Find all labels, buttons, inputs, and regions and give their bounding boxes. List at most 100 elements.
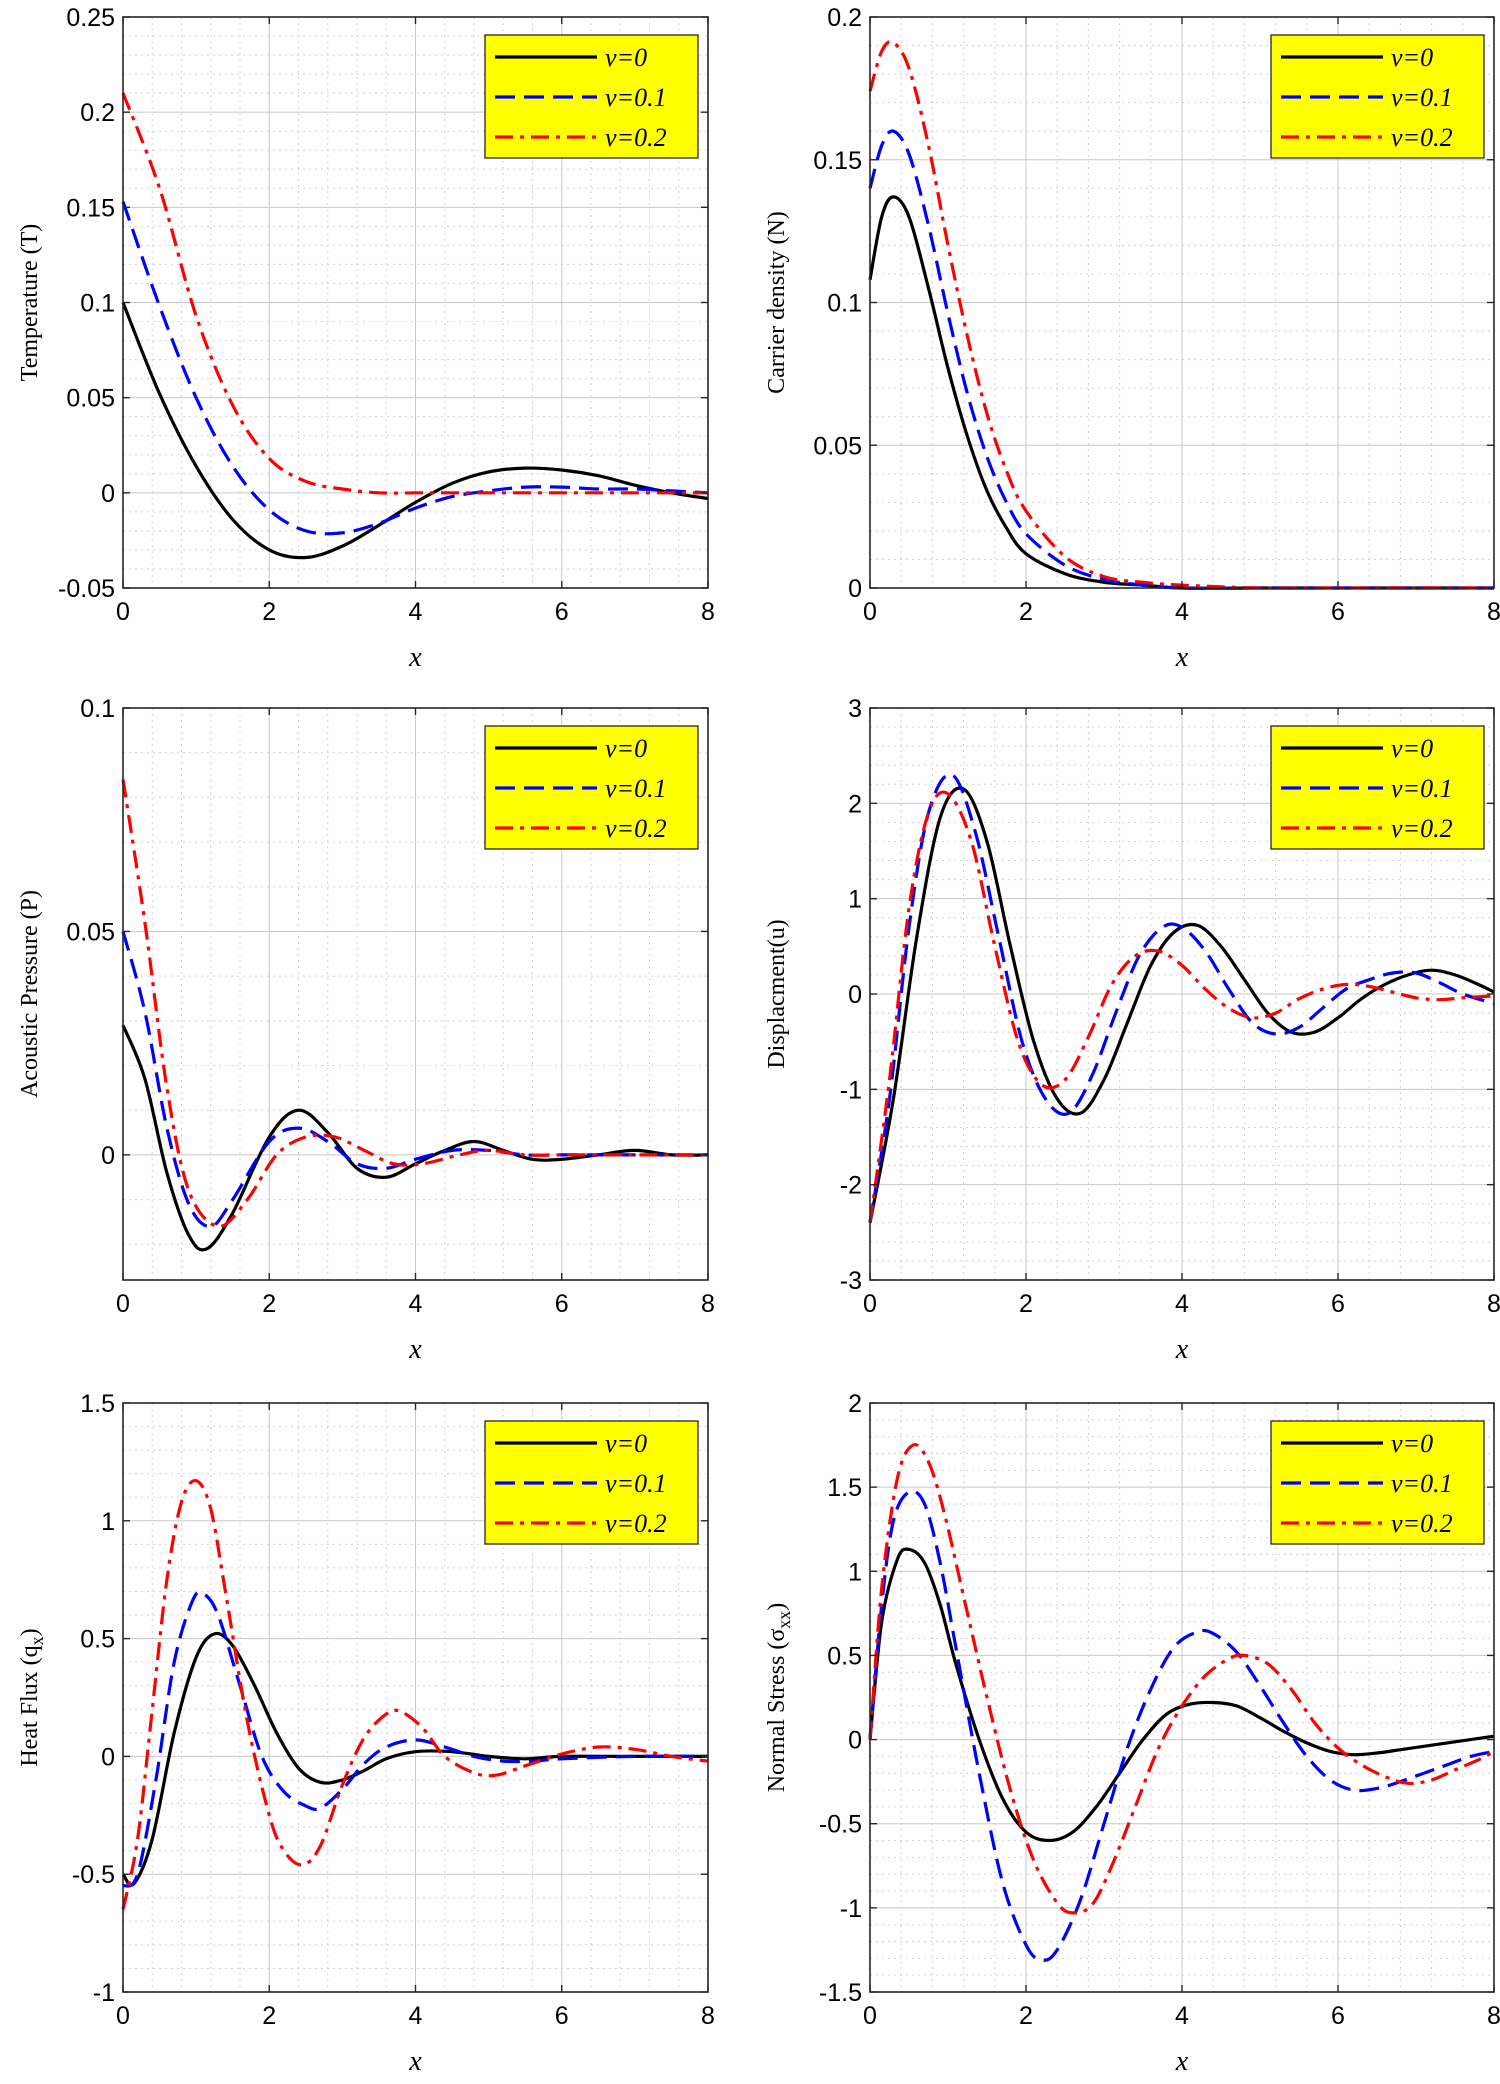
panel-normal-stress: 0 2 4 6 8 -1.5 -1 -0.5 0 0.5 1 1.5 2 x Normal Stress (… [764, 1390, 1500, 2077]
x-tick-label: 6 [1331, 598, 1345, 626]
chart-normal-stress-y-axis-label: Normal Stress (σxx) [764, 1603, 794, 1793]
x-tick-label: 6 [555, 2002, 569, 2030]
y-tick-label: 0.05 [813, 432, 862, 460]
chart-displacement-y-axis-label: Displacment(u) [764, 919, 790, 1068]
chart-heat-flux-y-axis-label: Heat Flux (qx) [17, 1628, 47, 1766]
legend-entry-label: ν=0.2 [605, 814, 667, 843]
chart-displacement-series-nu01-line [868, 772, 1495, 1224]
legend-entry-label: ν=0.2 [1391, 123, 1453, 152]
chart-acoustic-pressure-series-nu0-line [121, 1024, 709, 1252]
legend-entry-label: ν=0.2 [605, 1509, 667, 1538]
x-tick-label: 0 [116, 1290, 130, 1318]
y-tick-label: 0.15 [66, 194, 115, 222]
chart-normal-stress-legend: ν=0 ν=0.1 ν=0.2 [1270, 1420, 1485, 1545]
panel-temperature: 0 2 4 6 8-0.0500.050.10.150.20.25xTemperatur… [17, 4, 715, 673]
y-axis-label-text: Normal Stress (σ [764, 1629, 790, 1793]
x-tick-label: 0 [116, 2002, 130, 2030]
chart-displacement-legend: ν=0 ν=0.1 ν=0.2 [1270, 725, 1485, 850]
legend-entry-label: ν=0.1 [1391, 1469, 1453, 1498]
legend-entry-label: ν=0 [1391, 43, 1433, 72]
legend-entry-label: ν=0.2 [1391, 814, 1453, 843]
x-tick-label: 2 [262, 1290, 276, 1318]
y-tick-label: -3 [840, 1267, 862, 1295]
legend-entry-label: ν=0.2 [1391, 1509, 1453, 1538]
legend-entry-label: ν=0 [1391, 1429, 1433, 1458]
y-tick-label: 0 [101, 480, 115, 508]
chart-acoustic-pressure-series-nu01-line [121, 930, 708, 1229]
y-tick-label: 0.5 [80, 1626, 115, 1654]
chart-temperature-legend: ν=0 ν=0.1 ν=0.2 [484, 34, 699, 159]
x-tick-label: 4 [1175, 1290, 1189, 1318]
x-tick-label: 4 [409, 1290, 423, 1318]
chart-acoustic-pressure-series-nu02-line [121, 779, 708, 1229]
chart-heat-flux-legend: ν=0 ν=0.1 ν=0.2 [484, 1420, 699, 1545]
y-tick-label: 1.5 [80, 1390, 115, 1418]
y-tick-label: 0 [101, 1743, 115, 1771]
y-tick-label: 1 [848, 886, 862, 914]
chart-normal-stress-series-nu01-line [868, 1489, 1495, 1962]
x-tick-label: 0 [863, 2002, 877, 2030]
y-tick-label: 0.1 [80, 695, 115, 723]
panel-displacement: 0 2 4 6 8-3-2-10123xDisplacment(u)ν=0ν=0.1ν=… [764, 695, 1500, 1365]
chart-displacement-series-nu0-line [868, 786, 1495, 1224]
x-tick-label: 0 [863, 598, 877, 626]
x-tick-label: 4 [1175, 2002, 1189, 2030]
chart-heat-flux-x-axis-label: x [408, 2046, 422, 2077]
x-tick-label: 8 [1487, 1290, 1500, 1318]
y-tick-label: 0.15 [813, 147, 862, 175]
chart-normal-stress-series-nu02-line [868, 1442, 1495, 1915]
chart-temperature-series-nu02-line [121, 92, 708, 495]
legend-entry-label: ν=0.1 [605, 1469, 667, 1498]
x-tick-label: 6 [555, 1290, 569, 1318]
y-tick-label: -1 [93, 1979, 115, 2007]
chart-carrier-density-x-axis-label: x [1175, 642, 1189, 673]
legend-entry-label: ν=0.1 [605, 83, 667, 112]
y-tick-label: -0.5 [72, 1861, 115, 1889]
chart-acoustic-pressure-legend: ν=0 ν=0.1 ν=0.2 [484, 725, 699, 850]
x-tick-label: 4 [409, 2002, 423, 2030]
chart-acoustic-pressure-y-axis-label: Acoustic Pressure (P) [17, 890, 43, 1098]
y-tick-label: -2 [840, 1172, 862, 1200]
x-tick-label: 2 [1019, 2002, 1033, 2030]
y-tick-label: 2 [848, 1390, 862, 1418]
chart-temperature-x-axis-label: x [408, 642, 422, 673]
y-tick-label: 0.25 [66, 4, 115, 32]
x-tick-label: 2 [1019, 598, 1033, 626]
panel-carrier-density: 0 2 4 6 8 0 0.05 0.1 0.15 0.2 x Carrier density (N)… [764, 4, 1500, 673]
chart-temperature-y-axis-label: Temperature (T) [17, 224, 43, 382]
x-tick-label: 4 [409, 598, 423, 626]
y-tick-label: 0.05 [66, 918, 115, 946]
y-tick-label: 0.1 [80, 290, 115, 318]
x-tick-label: 2 [262, 598, 276, 626]
y-tick-label: -1 [840, 1895, 862, 1923]
y-axis-label-subscript: x [27, 1636, 47, 1645]
x-tick-label: 6 [1331, 2002, 1345, 2030]
y-axis-label-text: Temperature (T) [17, 224, 43, 382]
y-axis-label-text-end: ) [764, 1603, 790, 1611]
x-tick-label: 0 [863, 1290, 877, 1318]
x-tick-label: 8 [701, 1290, 715, 1318]
y-tick-label: 0 [101, 1142, 115, 1170]
y-tick-label: 1.5 [827, 1474, 862, 1502]
y-axis-label-text: Displacment(u) [764, 919, 790, 1068]
x-tick-label: 8 [1487, 2002, 1500, 2030]
legend-entry-label: ν=0.2 [605, 123, 667, 152]
chart-displacement-series-nu02-line [868, 790, 1495, 1224]
chart-heat-flux-series-nu01-line [121, 1590, 709, 1888]
x-tick-label: 8 [701, 2002, 715, 2030]
x-tick-label: 8 [701, 598, 715, 626]
legend-entry-label: ν=0 [1391, 734, 1433, 763]
y-tick-label: 0.05 [66, 385, 115, 413]
y-tick-label: 0 [848, 575, 862, 603]
y-tick-label: 0 [848, 981, 862, 1009]
y-axis-label-text: Carrier density (N) [764, 211, 790, 394]
y-tick-label: -0.05 [58, 575, 115, 603]
y-tick-label: 0.1 [827, 290, 862, 318]
chart-normal-stress-series-nu0-line [868, 1547, 1495, 1843]
y-axis-label-text: Heat Flux (q [17, 1645, 43, 1766]
y-tick-label: -0.5 [819, 1811, 862, 1839]
chart-temperature-series-nu0-line [121, 301, 709, 560]
